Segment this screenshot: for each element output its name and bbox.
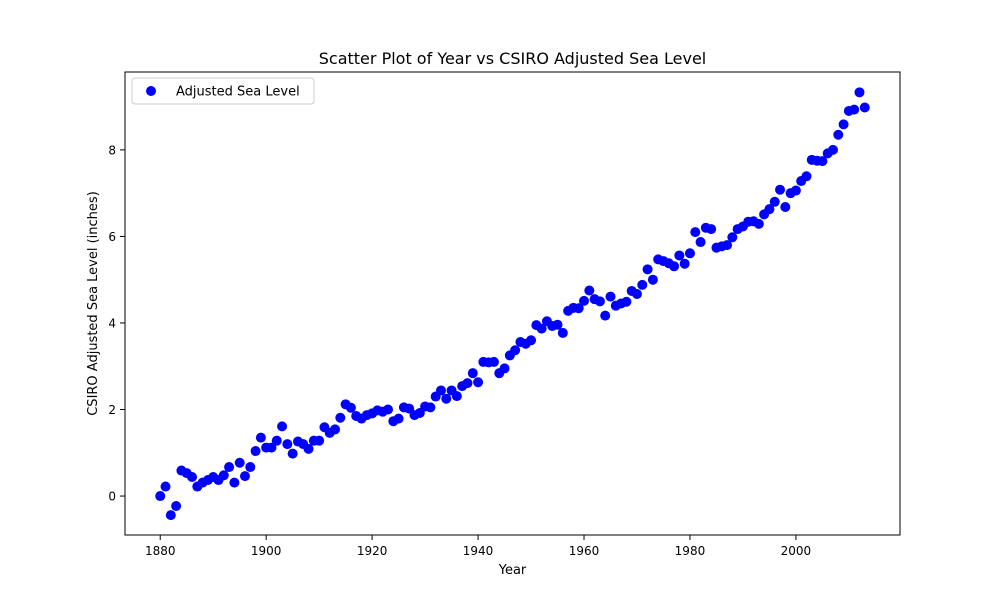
scatter-point xyxy=(160,481,171,492)
scatter-point xyxy=(679,258,690,269)
x-axis-label: Year xyxy=(498,563,527,578)
y-axis-ticks: 0 2 4 6 8 xyxy=(108,143,125,504)
scatter-point xyxy=(859,102,870,113)
scatter-point xyxy=(684,248,695,259)
y-tick-label: 4 xyxy=(108,316,116,330)
scatter-point xyxy=(637,279,648,290)
y-tick-label: 2 xyxy=(108,403,116,417)
scatter-point xyxy=(827,144,838,155)
scatter-point xyxy=(769,196,780,207)
x-tick-label: 1940 xyxy=(463,544,494,558)
scatter-point xyxy=(488,356,499,367)
y-tick-label: 8 xyxy=(108,143,116,157)
scatter-point xyxy=(335,412,346,423)
scatter-point xyxy=(579,295,590,306)
scatter-point xyxy=(647,274,658,285)
scatter-point xyxy=(462,378,473,389)
scatter-point xyxy=(165,510,176,521)
scatter-point xyxy=(526,335,537,346)
scatter-point xyxy=(425,402,436,413)
scatter-point xyxy=(229,477,240,488)
scatter-point xyxy=(383,404,394,415)
scatter-point xyxy=(473,377,484,388)
scatter-point xyxy=(594,296,605,307)
plot-frame xyxy=(124,71,901,536)
scatter-point xyxy=(393,413,404,424)
scatter-point xyxy=(171,501,182,512)
data-points xyxy=(155,87,870,521)
legend-box xyxy=(131,77,315,105)
scatter-point xyxy=(790,185,801,196)
scatter-point xyxy=(345,402,356,413)
scatter-point xyxy=(536,323,547,334)
scatter-point xyxy=(631,288,642,299)
scatter-point xyxy=(621,296,632,307)
scatter-point xyxy=(234,457,245,468)
scatter-point xyxy=(690,227,701,238)
scatter-point xyxy=(706,224,717,235)
scatter-point xyxy=(605,291,616,302)
scatter-point xyxy=(245,462,256,473)
scatter-point xyxy=(224,462,235,473)
x-tick-label: 1980 xyxy=(675,544,706,558)
scatter-point xyxy=(441,393,452,404)
scatter-point xyxy=(722,240,733,251)
y-tick-label: 6 xyxy=(108,230,116,244)
x-tick-label: 1960 xyxy=(569,544,600,558)
scatter-point xyxy=(600,310,611,321)
scatter-point xyxy=(764,204,775,215)
scatter-point xyxy=(451,391,462,402)
scatter-point xyxy=(467,368,478,379)
legend-marker xyxy=(146,86,156,96)
scatter-point xyxy=(817,156,828,167)
scatter-point xyxy=(330,424,341,435)
scatter-point xyxy=(303,443,314,454)
y-tick-label: 0 xyxy=(108,490,116,504)
scatter-point xyxy=(775,184,786,195)
x-tick-label: 1920 xyxy=(357,544,388,558)
scatter-point xyxy=(753,218,764,229)
scatter-point xyxy=(573,303,584,314)
scatter-point xyxy=(287,448,298,459)
scatter-point xyxy=(277,421,288,432)
scatter-point xyxy=(187,472,198,483)
scatter-point xyxy=(314,435,325,446)
scatter-point xyxy=(727,232,738,243)
scatter-point xyxy=(155,491,166,502)
scatter-point xyxy=(557,327,568,338)
x-tick-label: 1880 xyxy=(145,544,176,558)
scatter-point xyxy=(801,171,812,182)
scatter-point xyxy=(833,129,844,140)
legend-label: Adjusted Sea Level xyxy=(176,85,300,100)
scatter-point xyxy=(854,87,865,98)
scatter-point xyxy=(239,471,250,482)
scatter-point xyxy=(271,435,282,446)
scatter-point xyxy=(849,104,860,115)
chart-title: Scatter Plot of Year vs CSIRO Adjusted S… xyxy=(319,49,706,68)
scatter-point xyxy=(282,439,293,450)
scatter-point xyxy=(510,345,521,356)
x-tick-label: 2000 xyxy=(781,544,812,558)
scatter-point xyxy=(838,119,849,130)
legend: Adjusted Sea Level xyxy=(131,77,315,105)
scatter-point xyxy=(255,432,266,443)
scatter-point xyxy=(642,264,653,275)
x-axis-ticks: 1880 1900 1920 1940 1960 1980 2000 xyxy=(145,535,811,558)
scatter-point xyxy=(584,285,595,296)
scatter-point xyxy=(266,442,277,453)
x-tick-label: 1900 xyxy=(251,544,282,558)
scatter-point xyxy=(552,319,563,330)
scatter-point xyxy=(218,470,229,481)
scatter-point xyxy=(695,237,706,248)
scatter-point xyxy=(499,363,510,374)
scatter-point xyxy=(674,250,685,261)
scatter-point xyxy=(435,385,446,396)
y-axis-label: CSIRO Adjusted Sea Level (inches) xyxy=(86,191,101,416)
scatter-point xyxy=(250,446,261,457)
scatter-point xyxy=(669,261,680,272)
scatter-point xyxy=(780,202,791,213)
